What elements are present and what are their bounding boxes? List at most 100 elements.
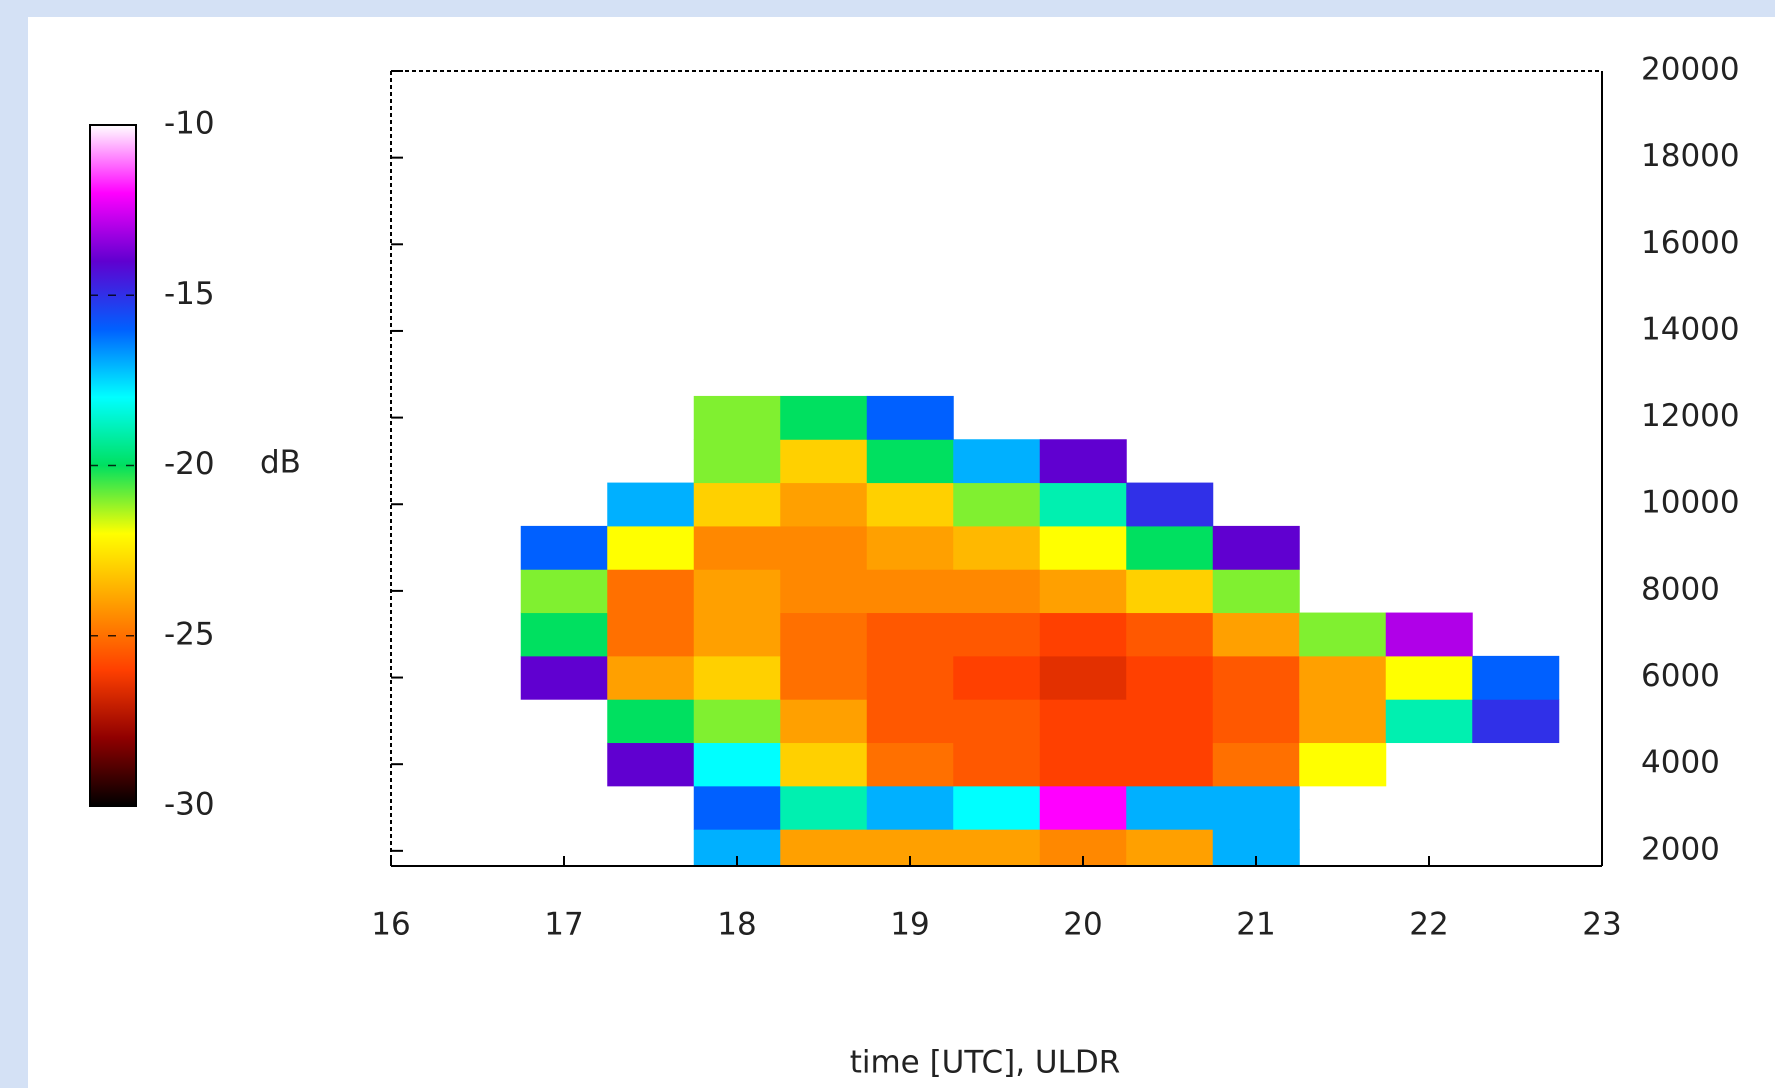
y-tick-label: 4000 — [1641, 745, 1720, 781]
heatmap-cell — [1126, 742, 1214, 787]
x-tick-label: 22 — [1409, 907, 1448, 943]
x-tick-label: 18 — [717, 907, 756, 943]
heatmap-cell — [780, 439, 868, 484]
heatmap-cell — [780, 742, 868, 787]
heatmap-cell — [866, 482, 954, 527]
heatmap-cell — [607, 742, 695, 787]
heatmap-cell — [693, 525, 781, 570]
heatmap-cell — [1039, 742, 1127, 787]
heatmap-cell — [1126, 655, 1214, 700]
heatmap-cell — [693, 655, 781, 700]
heatmap-cell — [607, 525, 695, 570]
heatmap-cell — [1299, 655, 1387, 700]
heatmap-cell — [1126, 482, 1214, 527]
heatmap-cell — [866, 439, 954, 484]
y-tick-label: 6000 — [1641, 658, 1720, 694]
colorbar-label: dB — [260, 445, 301, 481]
heatmap-cell — [1126, 829, 1214, 866]
colorbar-tick-label: -30 — [164, 787, 215, 823]
x-tick-label: 20 — [1063, 907, 1102, 943]
heatmap-cell — [866, 699, 954, 744]
heatmap-cell — [866, 785, 954, 830]
heatmap-cell — [1126, 569, 1214, 614]
heatmap-cell — [780, 482, 868, 527]
y-tick-label: 2000 — [1641, 831, 1720, 867]
heatmap-cell — [780, 699, 868, 744]
heatmap-cell — [1385, 699, 1473, 744]
x-tick-label: 21 — [1236, 907, 1275, 943]
heatmap-cell — [780, 785, 868, 830]
heatmap-cell — [1385, 612, 1473, 657]
heatmap-cell — [780, 655, 868, 700]
y-tick-label: 12000 — [1641, 398, 1740, 434]
heatmap-cell — [1212, 742, 1300, 787]
heatmap-cell — [780, 829, 868, 866]
heatmap-cell — [1039, 482, 1127, 527]
y-tick-label: 8000 — [1641, 571, 1720, 607]
heatmap-cell — [693, 482, 781, 527]
heatmap-cell — [607, 612, 695, 657]
heatmap-cell — [1385, 655, 1473, 700]
heatmap-cell — [953, 439, 1041, 484]
heatmap-cell — [1212, 569, 1300, 614]
heatmap-cell — [607, 699, 695, 744]
heatmap-cell — [1039, 655, 1127, 700]
heatmap-cell — [953, 525, 1041, 570]
heatmap-cell — [953, 482, 1041, 527]
heatmap-cell — [607, 482, 695, 527]
heatmap-cell — [1299, 742, 1387, 787]
heatmap-cell — [780, 569, 868, 614]
heatmap-cell — [520, 525, 608, 570]
heatmap-cell — [1212, 785, 1300, 830]
heatmap-cell — [780, 395, 868, 440]
y-tick-label: 14000 — [1641, 311, 1740, 347]
heatmap-cell — [953, 699, 1041, 744]
x-tick-label: 23 — [1582, 907, 1621, 943]
heatmap-cell — [953, 655, 1041, 700]
heatmap-cell — [693, 612, 781, 657]
heatmap-cell — [1039, 785, 1127, 830]
heatmap-cell — [1039, 525, 1127, 570]
heatmap-cell — [1212, 699, 1300, 744]
heatmap-cell — [780, 612, 868, 657]
heatmap-cell — [1126, 699, 1214, 744]
heatmap-cell — [1212, 612, 1300, 657]
heatmap-cell — [1472, 699, 1560, 744]
heatmap-cell — [866, 395, 954, 440]
heatmap-cell — [866, 612, 954, 657]
y-tick-label: 16000 — [1641, 225, 1740, 261]
heatmap-cell — [953, 742, 1041, 787]
heatmap-cell — [1039, 439, 1127, 484]
heatmap-cell — [953, 569, 1041, 614]
heatmap-cell — [866, 655, 954, 700]
heatmap-cell — [607, 655, 695, 700]
y-tick-label: 10000 — [1641, 485, 1740, 521]
heatmap-cell — [693, 395, 781, 440]
heatmap-cell — [866, 742, 954, 787]
heatmap-cell — [1126, 785, 1214, 830]
heatmap-cell — [1039, 569, 1127, 614]
heatmap-cell — [866, 525, 954, 570]
heatmap-cell — [1472, 655, 1560, 700]
heatmap-cell — [520, 655, 608, 700]
heatmap-cell — [1039, 612, 1127, 657]
heatmap-cell — [1212, 655, 1300, 700]
heatmap-cell — [693, 785, 781, 830]
heatmap-cell — [693, 439, 781, 484]
heatmap-cell — [1126, 612, 1214, 657]
heatmap-cell — [1039, 699, 1127, 744]
heatmap-cell — [780, 525, 868, 570]
heatmap-cell — [1126, 525, 1214, 570]
heatmap-cell — [693, 742, 781, 787]
x-axis-label: time [UTC], ULDR — [850, 1045, 1121, 1081]
heatmap-cell — [953, 829, 1041, 866]
heatmap-cell — [1299, 699, 1387, 744]
heatmap-cell — [953, 785, 1041, 830]
x-tick-label: 16 — [371, 907, 410, 943]
heatmap-cell — [693, 699, 781, 744]
heatmap-cell — [520, 569, 608, 614]
colorbar-tick-label: -15 — [164, 276, 215, 312]
heatmap-cell — [953, 612, 1041, 657]
